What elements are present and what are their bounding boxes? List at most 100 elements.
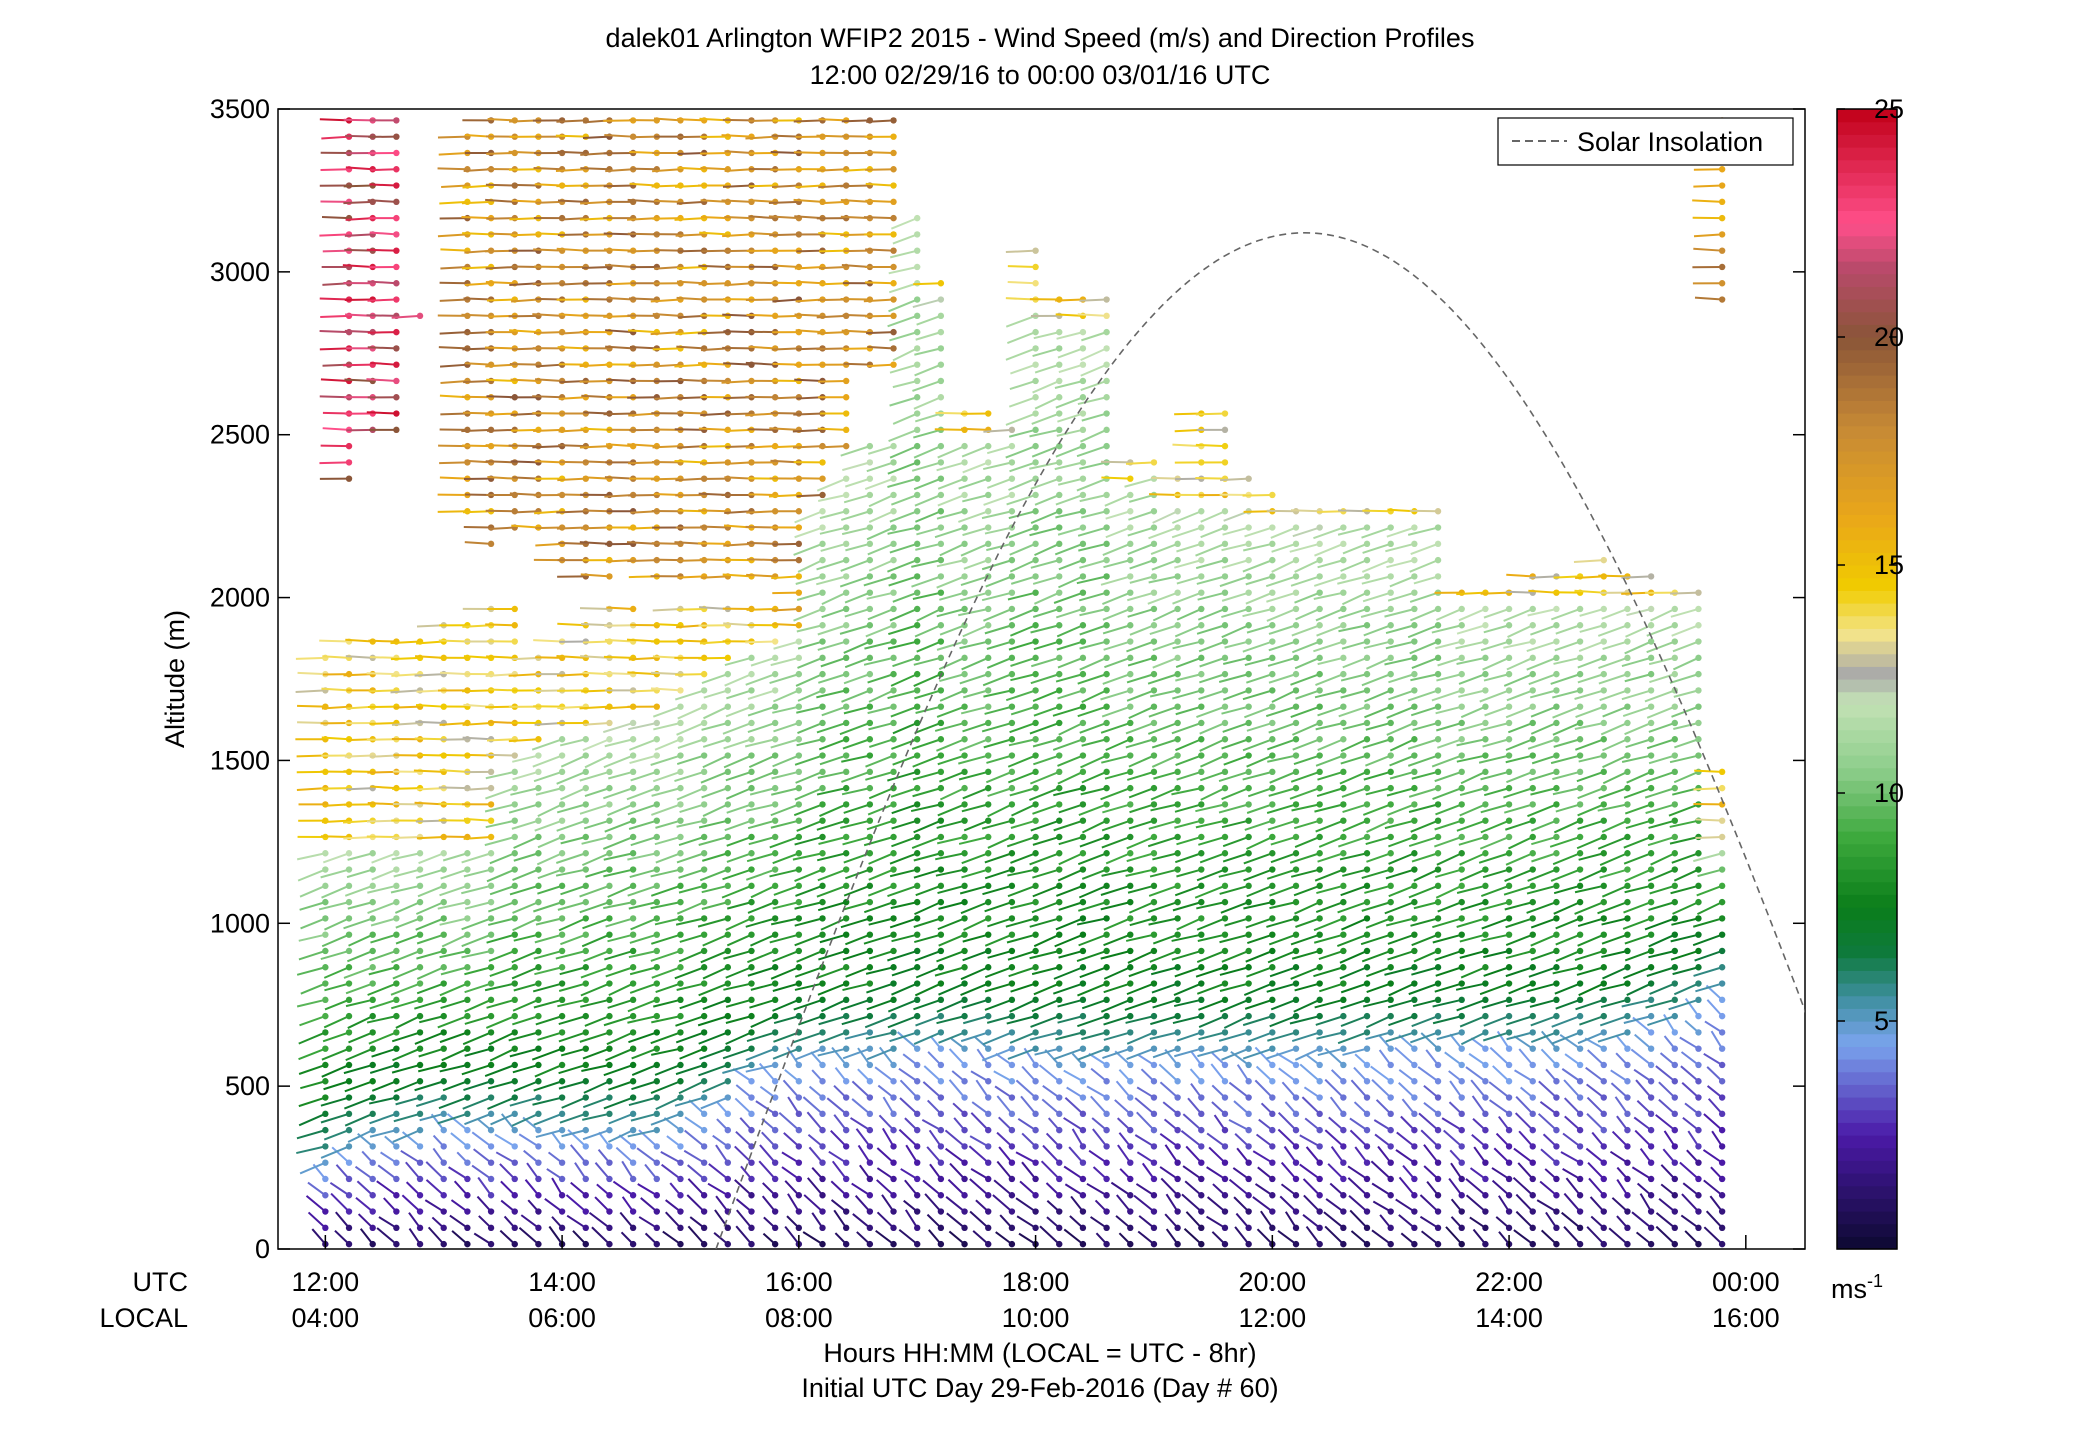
wind-barb-dot (535, 1143, 541, 1149)
wind-barb-dot (1080, 655, 1086, 661)
wind-barb-dot (1222, 1094, 1228, 1100)
wind-barb-dot (630, 817, 636, 823)
wind-barb-dot (1293, 997, 1299, 1003)
wind-barb-dot (677, 1159, 683, 1165)
wind-barb-dot (748, 1029, 754, 1035)
wind-barb-dot (393, 1062, 399, 1068)
wind-barb-dot (1056, 1192, 1062, 1198)
wind-barb (656, 1098, 681, 1110)
wind-barb (378, 1165, 396, 1179)
wind-barb-dot (961, 980, 967, 986)
wind-barb-dot (441, 850, 447, 856)
wind-barb-dot (1293, 1192, 1299, 1198)
wind-barb-dot (961, 475, 967, 481)
wind-barb-dot (630, 606, 636, 612)
wind-barb-dot (748, 687, 754, 693)
wind-barb-dot (890, 899, 896, 905)
wind-barb (1153, 935, 1177, 944)
wind-barb-dot (961, 769, 967, 775)
wind-barb-dot (1269, 1225, 1275, 1231)
wind-barb-dot (1032, 410, 1038, 416)
wind-barb (320, 316, 349, 317)
wind-barb-dot (796, 378, 802, 384)
wind-barb-dot (1293, 1127, 1299, 1133)
wind-barb-dot (393, 427, 399, 433)
wind-barb-dot (559, 1143, 565, 1149)
wind-barb (842, 120, 870, 121)
wind-barb (583, 137, 609, 138)
wind-barb-dot (654, 915, 660, 921)
wind-barb-dot (819, 899, 825, 905)
wind-barb-dot (772, 1241, 778, 1247)
wind-barb-dot (1056, 589, 1062, 595)
wind-barb-dot (961, 1045, 967, 1051)
wind-barb-dot (677, 1045, 683, 1051)
wind-barb (940, 690, 964, 700)
wind-barb-dot (1151, 736, 1157, 742)
wind-barb (1207, 1217, 1225, 1228)
wind-barb-dot (677, 1062, 683, 1068)
wind-barb-dot (1222, 1159, 1228, 1165)
wind-barb (890, 397, 918, 405)
wind-barb (396, 918, 420, 927)
wind-barb-dot (961, 638, 967, 644)
wind-barb-dot (1316, 1062, 1322, 1068)
wind-barb-dot (583, 1029, 589, 1035)
wind-barb (558, 201, 586, 202)
wind-barb (875, 1067, 893, 1081)
wind-barb-dot (654, 866, 660, 872)
wind-barb-dot (630, 931, 636, 937)
wind-barb-dot (1151, 752, 1157, 758)
wind-barb-dot (1103, 655, 1109, 661)
wind-barb (1253, 1151, 1272, 1163)
wind-barb (804, 1195, 822, 1212)
wind-barb-dot (1245, 1045, 1251, 1051)
wind-barb (439, 787, 468, 788)
wind-barb-dot (796, 850, 802, 856)
wind-barb-dot (1080, 573, 1086, 579)
wind-barb (401, 1151, 420, 1163)
wind-barb-dot (1198, 997, 1204, 1003)
wind-barb-dot (843, 378, 849, 384)
wind-barb-dot (1245, 1241, 1251, 1247)
wind-barb (852, 1099, 870, 1114)
wind-barb (819, 446, 846, 447)
wind-barb-dot (1174, 752, 1180, 758)
wind-barb-dot (1174, 850, 1180, 856)
wind-barb-dot (890, 752, 896, 758)
wind-barb-dot (843, 1078, 849, 1084)
wind-barb (798, 560, 822, 572)
wind-barb-dot (843, 915, 849, 921)
wind-barb (771, 413, 799, 414)
wind-barb-dot (1269, 1078, 1275, 1084)
wind-barb-dot (1080, 850, 1086, 856)
wind-barb-dot (748, 1208, 754, 1214)
wind-barb (1253, 1197, 1273, 1212)
wind-barb-dot (393, 997, 399, 1003)
wind-barb-dot (512, 769, 518, 775)
wind-barb (1149, 494, 1178, 495)
wind-barb (1006, 348, 1036, 359)
wind-barb-dot (1080, 1013, 1086, 1019)
wind-barb-dot (914, 1029, 920, 1035)
wind-barb-dot (1080, 329, 1086, 335)
wind-barb-dot (559, 378, 565, 384)
chart-subtitle: 12:00 02/29/16 to 00:00 03/01/16 UTC (810, 60, 1271, 90)
wind-barb-dot (1009, 589, 1015, 595)
wind-barb-dot (914, 492, 920, 498)
wind-barb-dot (1032, 280, 1038, 286)
wind-barb-dot (890, 1078, 896, 1084)
wind-barb-dot (1151, 541, 1157, 547)
wind-barb-dot (1198, 915, 1204, 921)
wind-barb (535, 657, 562, 658)
wind-barb-dot (1293, 638, 1299, 644)
wind-barb-dot (867, 915, 873, 921)
wind-barb-dot (393, 199, 399, 205)
wind-barb-dot (488, 931, 494, 937)
wind-barb-dot (701, 1062, 707, 1068)
wind-barb-dot (725, 915, 731, 921)
wind-barb (348, 1130, 373, 1142)
wind-barb (841, 299, 870, 300)
wind-barb-dot (630, 980, 636, 986)
wind-barb-dot (1245, 1143, 1251, 1149)
